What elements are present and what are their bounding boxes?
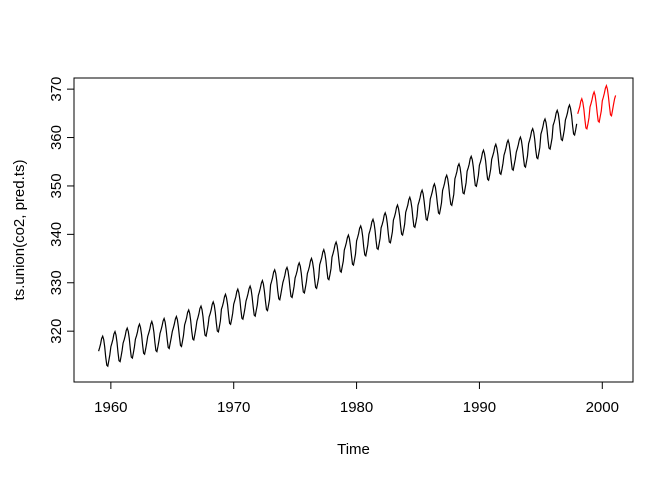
x-tick-label: 1970 [217,399,250,416]
y-axis: 320 330 340 350 360 370 [48,77,74,344]
y-tick-label: 360 [48,125,65,150]
x-tick-label: 1960 [94,399,127,416]
plot-border [73,77,634,383]
x-axis: 1960 1970 1980 1990 2000 [94,382,619,416]
y-tick-label: 370 [48,77,65,102]
x-tick-label: 1990 [463,399,496,416]
y-tick-label: 340 [48,222,65,247]
series-observed-line [98,103,578,368]
x-tick-label: 2000 [586,399,619,416]
y-tick-label: 350 [48,173,65,198]
y-tick-label: 330 [48,270,65,295]
y-tick-label: 320 [48,319,65,344]
series-forecast-line [577,83,617,130]
x-axis-label: Time [337,441,370,458]
x-tick-label: 1980 [340,399,373,416]
y-axis-label: ts.union(co2, pred.ts) [11,160,28,301]
plot-frame [73,77,634,383]
series-layer [98,83,617,368]
